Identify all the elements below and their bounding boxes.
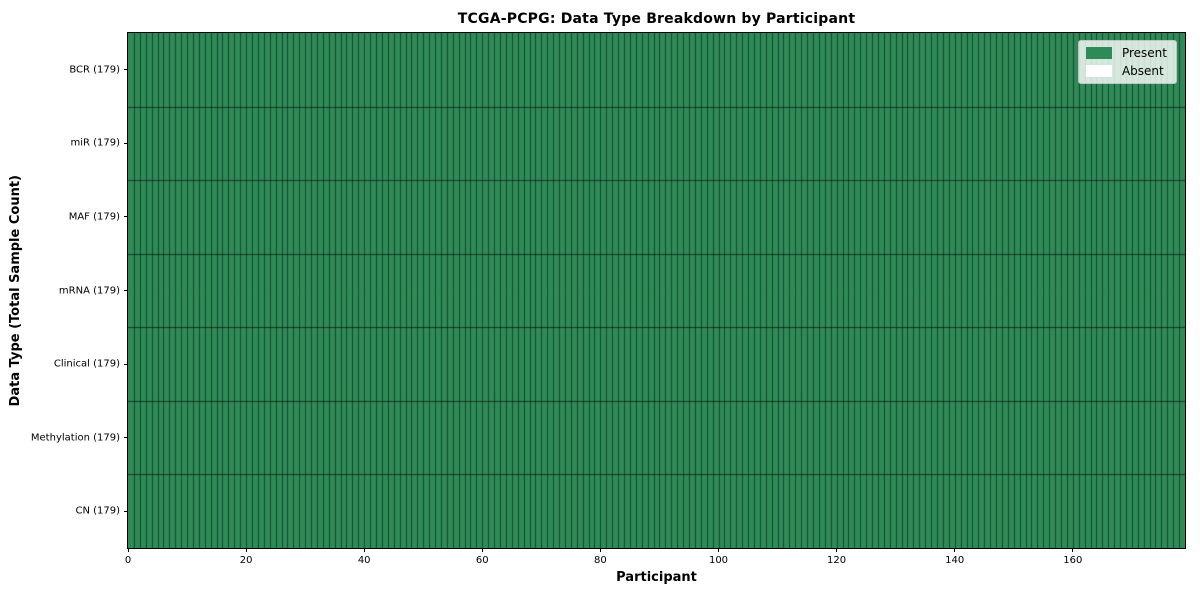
legend-swatch-absent-icon	[1085, 65, 1112, 77]
x-tick-mark	[599, 548, 601, 552]
x-tick-mark	[481, 548, 483, 552]
x-axis-label: Participant	[616, 570, 697, 585]
x-tick-mark	[245, 548, 247, 552]
y-axis: BCR (179) miR (179) MAF (179) mRNA (179) Cli…	[0, 33, 128, 548]
x-tick-mark	[1072, 548, 1074, 552]
legend-label-absent: Absent	[1121, 64, 1164, 78]
y-tick-mark	[124, 510, 128, 512]
chart-title: TCGA-PCPG: Data Type Breakdown by Partic…	[457, 11, 856, 27]
x-tick-label: 20	[239, 555, 253, 566]
y-tick-mark	[124, 290, 128, 291]
y-tick-label: CN (179)	[75, 505, 120, 517]
x-tick-label: 100	[708, 555, 729, 566]
y-tick-label: Methylation (179)	[30, 432, 120, 444]
legend-label-present: Present	[1121, 46, 1167, 60]
y-tick-mark	[124, 437, 128, 439]
y-tick-mark	[124, 363, 128, 365]
y-tick-label: Clinical (179)	[53, 358, 120, 370]
x-tick-mark	[836, 548, 838, 552]
x-tick-mark	[363, 548, 365, 552]
legend: Present Absent	[1077, 40, 1177, 84]
legend-entry-present: Present	[1085, 46, 1167, 60]
y-tick-label: BCR (179)	[69, 64, 120, 76]
x-tick-label: 0	[124, 555, 132, 566]
x-tick-label: 80	[594, 555, 607, 566]
x-tick-label: 140	[945, 555, 965, 566]
x-tick-mark	[127, 548, 129, 552]
x-tick-label: 120	[827, 555, 847, 566]
y-tick-label: miR (179)	[70, 137, 120, 149]
legend-swatch-present-icon	[1085, 47, 1112, 59]
x-tick-mark	[718, 548, 719, 552]
x-axis: 0 20 40 60 80 100 120 140 160	[124, 548, 1185, 574]
y-tick-label: MAF (179)	[68, 211, 120, 223]
legend-entry-absent: Absent	[1085, 64, 1167, 78]
heatmap-canvas	[128, 33, 1185, 548]
y-tick-mark	[124, 142, 128, 144]
y-tick-mark	[124, 69, 128, 71]
x-tick-label: 60	[475, 555, 489, 566]
x-tick-label: 160	[1063, 555, 1083, 566]
x-tick-mark	[954, 548, 956, 552]
y-tick-label: mRNA (179)	[58, 285, 120, 296]
plot-area: Present Absent	[127, 32, 1186, 549]
x-tick-label: 40	[357, 555, 371, 566]
y-tick-mark	[124, 216, 128, 218]
